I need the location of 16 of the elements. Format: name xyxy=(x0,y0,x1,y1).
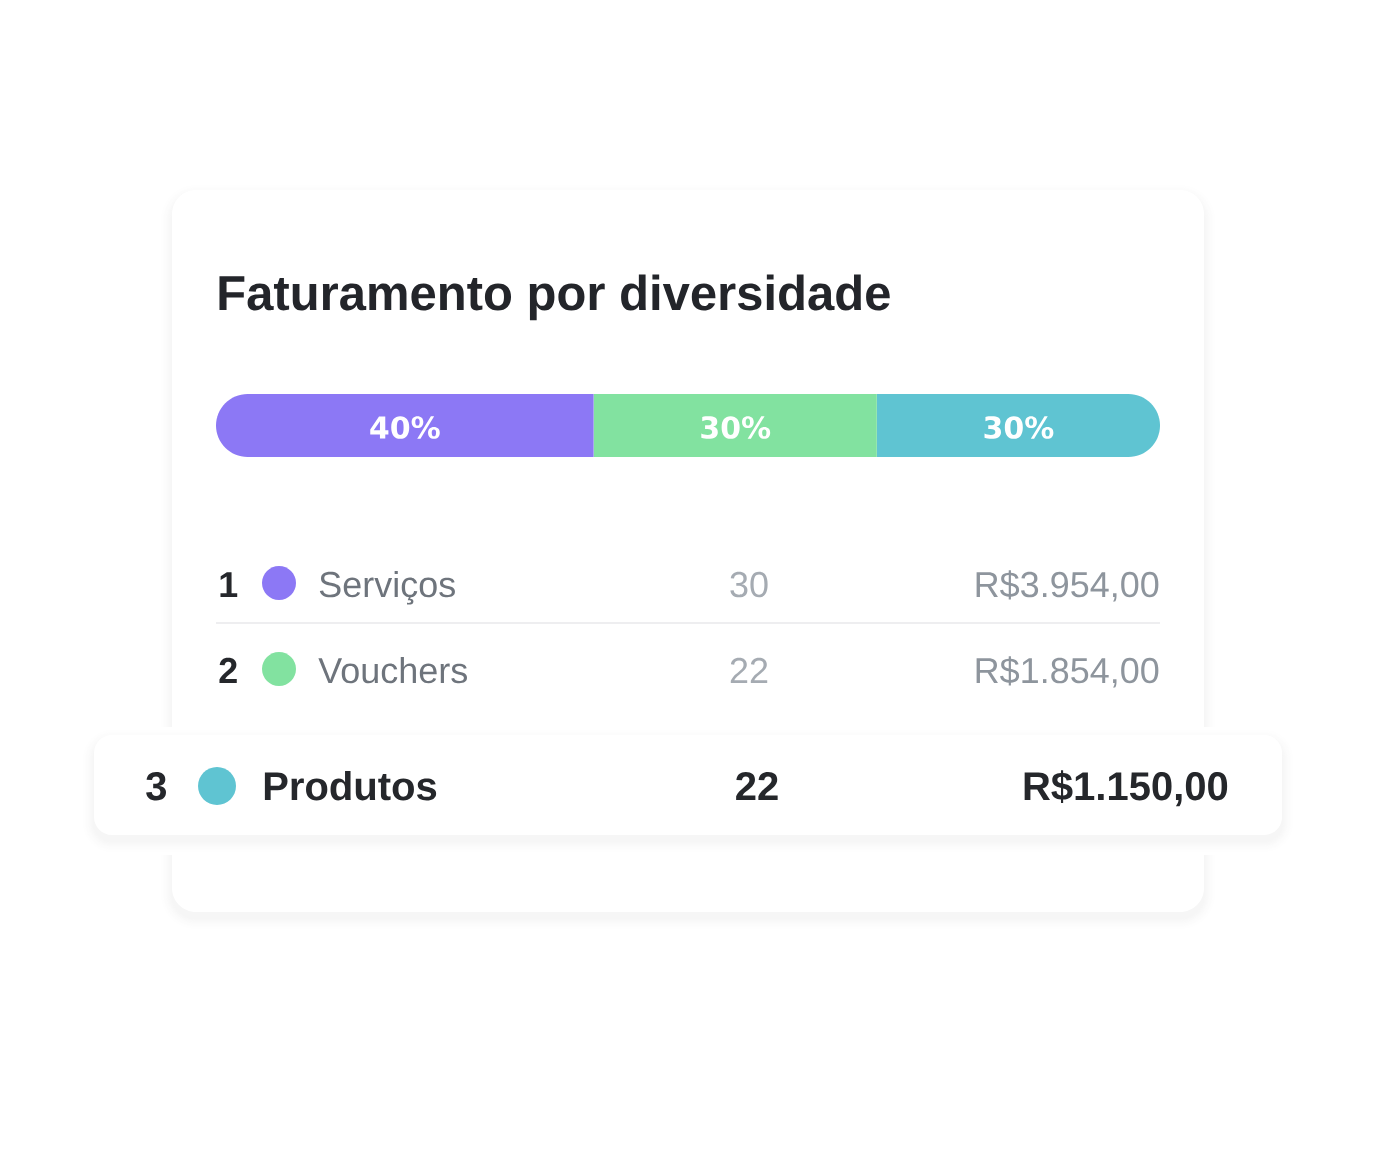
text: R$3.954,00 xyxy=(976,570,1159,602)
data-label: 30% xyxy=(701,416,771,439)
legend-label: Serviços xyxy=(319,570,455,605)
text: 30 xyxy=(730,571,768,598)
data-label: 30% xyxy=(984,416,1054,439)
legend-label: Vouchers xyxy=(318,656,467,684)
text: 3 xyxy=(146,772,166,801)
legend-label: Produtos xyxy=(264,771,437,801)
data-label: 40% xyxy=(370,416,440,439)
text: 2 xyxy=(219,657,237,683)
text: 22 xyxy=(736,772,778,800)
text: 22 xyxy=(730,657,768,683)
text: R$1.150,00 xyxy=(1024,770,1228,807)
text: R$1.854,00 xyxy=(976,656,1159,688)
chart-title: Faturamento por diversidade xyxy=(219,274,890,321)
text: 1 xyxy=(220,572,238,597)
